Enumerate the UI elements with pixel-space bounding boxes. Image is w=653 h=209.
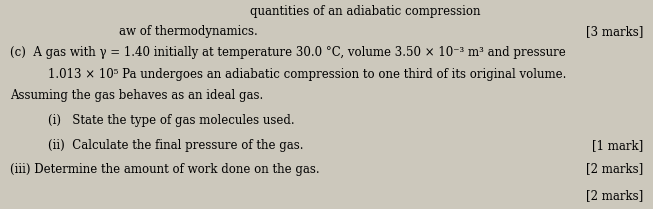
- Text: (i)   State the type of gas molecules used.: (i) State the type of gas molecules used…: [48, 114, 295, 127]
- Text: [3 marks]: [3 marks]: [586, 25, 643, 38]
- Text: [2 marks]: [2 marks]: [586, 189, 643, 202]
- Text: Assuming the gas behaves as an ideal gas.: Assuming the gas behaves as an ideal gas…: [10, 89, 263, 102]
- Text: [2 marks]: [2 marks]: [586, 163, 643, 176]
- Text: quantities of an adiabatic compression: quantities of an adiabatic compression: [249, 5, 480, 18]
- Text: [1 mark]: [1 mark]: [592, 139, 643, 152]
- Text: 1.013 × 10⁵ Pa undergoes an adiabatic compression to one third of its original v: 1.013 × 10⁵ Pa undergoes an adiabatic co…: [48, 68, 567, 81]
- Text: (iii) Determine the amount of work done on the gas.: (iii) Determine the amount of work done …: [10, 163, 319, 176]
- Text: aw of thermodynamics.: aw of thermodynamics.: [119, 25, 257, 38]
- Text: (ii)  Calculate the final pressure of the gas.: (ii) Calculate the final pressure of the…: [48, 139, 304, 152]
- Text: (c)  A gas with γ = 1.40 initially at temperature 30.0 °C, volume 3.50 × 10⁻³ m³: (c) A gas with γ = 1.40 initially at tem…: [10, 46, 565, 59]
